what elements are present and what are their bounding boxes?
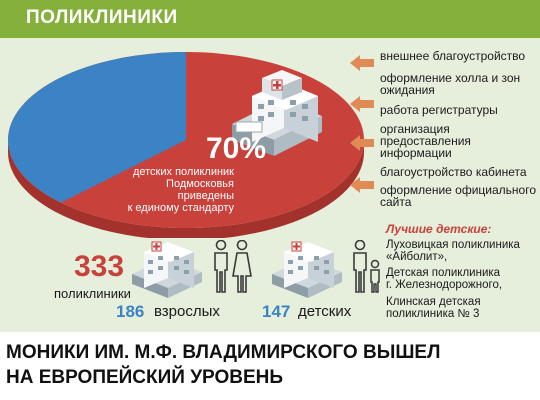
adult-child-icon (353, 240, 380, 293)
pie-caption: детских поликлиник Подмосковья приведены… (110, 166, 234, 214)
best-clinic-line: г. Железнодорожного, (386, 279, 503, 291)
best-clinics-heading: Лучшие детские: (386, 222, 492, 236)
total-clinics-number: 333 (74, 250, 125, 283)
list-item-line: организация (380, 122, 450, 136)
pie-caption-line: к единому стандарту (127, 202, 234, 214)
adult-clinics-number: 186 (116, 302, 145, 321)
list-item-line: сайта (380, 195, 412, 209)
infographic-panel: ПОЛИКЛИНИКИ 70% детских поликлиник Подмо… (0, 0, 540, 332)
child-clinics-number: 147 (262, 302, 291, 321)
list-item-line: работа регистратуры (380, 103, 498, 117)
list-item: оформление официального сайта (380, 184, 536, 208)
woman-icon (232, 240, 252, 293)
arrow-left-icon (350, 96, 374, 112)
best-clinic-line: поликлиника № 3 (386, 308, 480, 320)
pie-caption-line: детских поликлиник (132, 166, 234, 178)
section-header: ПОЛИКЛИНИКИ (0, 0, 540, 38)
list-item-line: оформление официального (380, 183, 536, 197)
arrow-left-icon (350, 177, 374, 193)
man-icon (214, 240, 228, 293)
best-clinic-item: Клинская детская поликлиника № 3 (386, 296, 481, 320)
article-headline: МОНИКИ ИМ. М.Ф. ВЛАДИМИРСКОГО ВЫШЕЛ НА Е… (6, 340, 526, 390)
headline-line: НА ЕВРОПЕЙСКИЙ УРОВЕНЬ (6, 367, 284, 388)
pie-slice-remaining (8, 52, 187, 203)
list-item-line: оформление холла и зон (380, 71, 521, 85)
list-item: организация предоставления информации (380, 123, 471, 159)
section-title: ПОЛИКЛИНИКИ (26, 7, 178, 28)
hospital-building-icon (132, 241, 202, 298)
hospital-building-icon (272, 241, 342, 298)
best-clinic-item: Луховицкая поликлиника «Айболит», (386, 239, 520, 263)
child-clinics-label: детских (298, 303, 352, 320)
list-item-line: предоставления (380, 134, 471, 148)
list-item: оформление холла и зон ожидания (380, 72, 520, 96)
list-item: работа регистратуры (380, 104, 498, 116)
list-item: благоустройство кабинета (380, 166, 527, 178)
adult-clinics-label: взрослых (154, 303, 220, 320)
list-item-line: внешнее благоустройство (380, 49, 526, 63)
pie-percent-label: 70% (206, 132, 267, 165)
pie-caption-line: Подмосковья приведены (166, 178, 234, 202)
hospital-building-icon (232, 70, 322, 156)
best-clinic-line: «Айболит», (386, 251, 448, 263)
best-clinic-item: Детская поликлиника г. Железнодорожного, (386, 267, 502, 291)
list-item-line: благоустройство кабинета (380, 165, 527, 179)
list-item: внешнее благоустройство (380, 50, 525, 62)
best-clinic-line: Луховицкая поликлиника (386, 239, 520, 251)
list-item-line: информации (380, 146, 452, 160)
list-item-line: ожидания (380, 83, 435, 97)
total-clinics-label: поликлиники (54, 286, 131, 301)
best-clinic-line: Клинская детская (386, 296, 481, 308)
arrow-left-icon (350, 55, 374, 71)
headline-line: МОНИКИ ИМ. М.Ф. ВЛАДИМИРСКОГО ВЫШЕЛ (6, 342, 441, 363)
arrow-left-icon (350, 135, 374, 151)
best-clinic-line: Детская поликлиника (386, 267, 501, 279)
